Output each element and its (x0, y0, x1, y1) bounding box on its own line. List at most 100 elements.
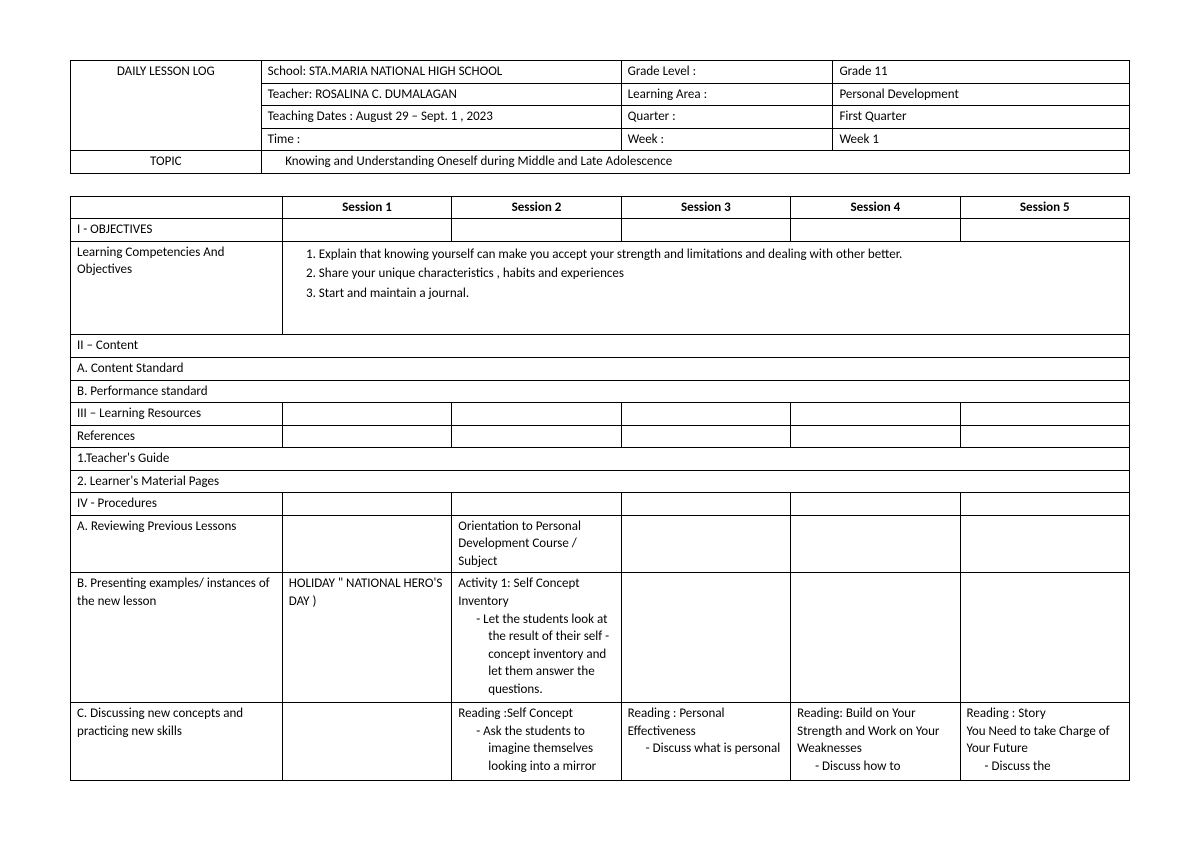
learning-competencies-content: Explain that knowing yourself can make y… (282, 241, 1129, 335)
reviewing-row: A. Reviewing Previous Lessons Orientatio… (71, 515, 1130, 573)
performance-standard-label: B. Performance standard (71, 380, 1130, 403)
obj-s4 (791, 219, 960, 242)
presenting-s3 (621, 573, 790, 703)
objective-1: Explain that knowing yourself can make y… (319, 246, 1123, 264)
lr-s5 (960, 403, 1129, 426)
learning-competencies-row: Learning Competencies And Objectives Exp… (71, 241, 1130, 335)
procedures-label: IV - Procedures (71, 493, 283, 516)
session-2-header: Session 2 (452, 196, 621, 219)
topic-value-cell: Knowing and Understanding Oneself during… (261, 151, 1129, 174)
presenting-s2-bullet-1: Let the students look at the result of t… (476, 611, 614, 699)
proc-s3 (621, 493, 790, 516)
discussing-s3: Reading : Personal Effectiveness Discuss… (621, 703, 790, 780)
obj-s1 (282, 219, 451, 242)
discussing-s1 (282, 703, 451, 780)
obj-s3 (621, 219, 790, 242)
discussing-s3-bullet-1: Discuss what is personal (646, 740, 784, 758)
discussing-s2-title: Reading :Self Concept (458, 706, 573, 721)
grade-level-value: Grade 11 (833, 61, 1130, 84)
references-row: References (71, 425, 1130, 448)
discussing-s2-bullet-1: Ask the students to imagine themselves l… (476, 723, 614, 776)
discussing-s3-title: Reading : Personal Effectiveness (628, 706, 725, 739)
discussing-s5-bullets: Discuss the (985, 758, 1123, 776)
reviewing-s2: Orientation to Personal Development Cour… (452, 515, 621, 573)
content-row: II – Content (71, 335, 1130, 358)
presenting-s4 (791, 573, 960, 703)
learners-material-row: 2. Learner's Material Pages (71, 470, 1130, 493)
objectives-row: I - OBJECTIVES (71, 219, 1130, 242)
session-5-header: Session 5 (960, 196, 1129, 219)
references-label: References (71, 425, 283, 448)
presenting-s2: Activity 1: Self Concept Inventory Let t… (452, 573, 621, 703)
discussing-s3-bullets: Discuss what is personal (646, 740, 784, 758)
learning-area-value: Personal Development (833, 83, 1130, 106)
content-standard-label: A. Content Standard (71, 358, 1130, 381)
presenting-label: B. Presenting examples/ instances of the… (71, 573, 283, 703)
ref-s4 (791, 425, 960, 448)
discussing-s5: Reading : Story You Need to take Charge … (960, 703, 1129, 780)
week-label: Week : (621, 128, 833, 151)
week-value: Week 1 (833, 128, 1130, 151)
reviewing-s5 (960, 515, 1129, 573)
discussing-label: C. Discussing new concepts and practicin… (71, 703, 283, 780)
learning-resources-row: III – Learning Resources (71, 403, 1130, 426)
proc-s1 (282, 493, 451, 516)
presenting-row: B. Presenting examples/ instances of the… (71, 573, 1130, 703)
discussing-s4-title: Reading: Build on Your Strength and Work… (797, 706, 939, 756)
discussing-s5-sub: You Need to take Charge of Your Future (967, 724, 1110, 757)
procedures-row: IV - Procedures (71, 493, 1130, 516)
obj-s5 (960, 219, 1129, 242)
performance-standard-row: B. Performance standard (71, 380, 1130, 403)
teachers-guide-label: 1.Teacher's Guide (71, 448, 1130, 471)
discussing-s4-bullets: Discuss how to (815, 758, 953, 776)
reviewing-s3 (621, 515, 790, 573)
sessions-header-row: Session 1 Session 2 Session 3 Session 4 … (71, 196, 1130, 219)
learners-material-label: 2. Learner's Material Pages (71, 470, 1130, 493)
topic-label-cell: TOPIC (71, 151, 262, 174)
discussing-s4-bullet-1: Discuss how to (815, 758, 953, 776)
reviewing-s1 (282, 515, 451, 573)
lr-s4 (791, 403, 960, 426)
proc-s5 (960, 493, 1129, 516)
dll-header-table: DAILY LESSON LOG School: STA.MARIA NATIO… (70, 60, 1130, 174)
learning-area-label: Learning Area : (621, 83, 833, 106)
dll-title-cell: DAILY LESSON LOG (71, 61, 262, 151)
presenting-s1: HOLIDAY " NATIONAL HERO'S DAY ) (282, 573, 451, 703)
ref-s3 (621, 425, 790, 448)
learning-resources-label: III – Learning Resources (71, 403, 283, 426)
time-cell: Time : (261, 128, 621, 151)
teacher-cell: Teacher: ROSALINA C. DUMALAGAN (261, 83, 621, 106)
ref-s5 (960, 425, 1129, 448)
ref-s2 (452, 425, 621, 448)
proc-s4 (791, 493, 960, 516)
teaching-dates-cell: Teaching Dates : August 29 – Sept. 1 , 2… (261, 106, 621, 129)
reviewing-s4 (791, 515, 960, 573)
teachers-guide-row: 1.Teacher's Guide (71, 448, 1130, 471)
topic-text: Knowing and Understanding Oneself during… (285, 154, 672, 169)
presenting-s5 (960, 573, 1129, 703)
session-4-header: Session 4 (791, 196, 960, 219)
lr-s2 (452, 403, 621, 426)
sessions-header-blank (71, 196, 283, 219)
discussing-s5-title: Reading : Story (967, 706, 1046, 721)
session-1-header: Session 1 (282, 196, 451, 219)
lr-s3 (621, 403, 790, 426)
content-label: II – Content (71, 335, 1130, 358)
objectives-label: I - OBJECTIVES (71, 219, 283, 242)
presenting-s2-bullets: Let the students look at the result of t… (476, 611, 614, 699)
objectives-list: Explain that knowing yourself can make y… (319, 246, 1123, 303)
objective-2: Share your unique characteristics , habi… (319, 265, 1123, 283)
session-3-header: Session 3 (621, 196, 790, 219)
discussing-s4: Reading: Build on Your Strength and Work… (791, 703, 960, 780)
proc-s2 (452, 493, 621, 516)
school-cell: School: STA.MARIA NATIONAL HIGH SCHOOL (261, 61, 621, 84)
learning-competencies-label: Learning Competencies And Objectives (71, 241, 283, 335)
discussing-s2-bullets: Ask the students to imagine themselves l… (476, 723, 614, 776)
presenting-s2-title: Activity 1: Self Concept Inventory (458, 576, 579, 609)
content-standard-row: A. Content Standard (71, 358, 1130, 381)
discussing-s2: Reading :Self Concept Ask the students t… (452, 703, 621, 780)
reviewing-label: A. Reviewing Previous Lessons (71, 515, 283, 573)
discussing-s5-bullet-1: Discuss the (985, 758, 1123, 776)
grade-level-label: Grade Level : (621, 61, 833, 84)
sessions-table: Session 1 Session 2 Session 3 Session 4 … (70, 196, 1130, 781)
